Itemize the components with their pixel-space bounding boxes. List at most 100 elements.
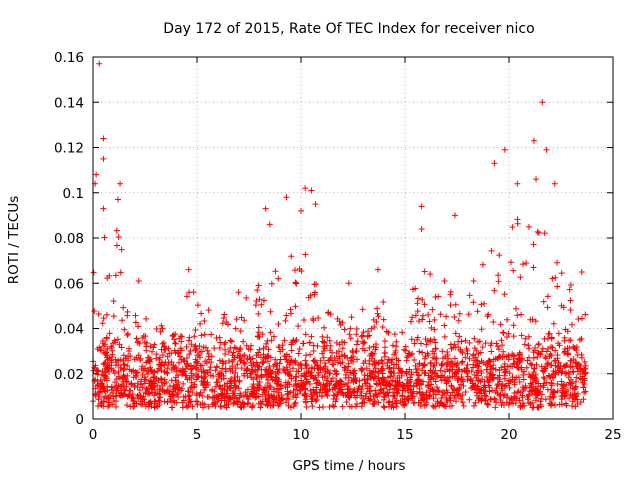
data-point (380, 385, 387, 392)
data-point (394, 380, 401, 387)
data-point (194, 374, 201, 381)
data-point (297, 382, 304, 389)
data-point (498, 364, 505, 371)
data-point (350, 378, 357, 385)
data-point (119, 392, 126, 399)
data-point (393, 343, 400, 350)
data-point (108, 343, 115, 350)
data-point (360, 340, 367, 347)
data-point (530, 241, 537, 248)
data-point (416, 348, 423, 355)
data-point (192, 327, 199, 334)
data-point (263, 366, 270, 373)
data-point (578, 268, 585, 275)
x-axis-label: GPS time / hours (292, 458, 405, 474)
data-point (156, 397, 163, 404)
data-point (252, 302, 259, 309)
data-point (192, 356, 199, 363)
data-point (386, 398, 393, 405)
data-point (110, 367, 117, 374)
data-point (324, 387, 331, 394)
data-point (391, 385, 398, 392)
data-point (423, 399, 430, 406)
data-point (200, 375, 207, 382)
data-point (554, 355, 561, 362)
data-point (227, 344, 234, 351)
data-point (254, 287, 261, 294)
data-point (390, 365, 397, 372)
data-point (501, 383, 508, 390)
data-point (255, 310, 262, 317)
data-point (315, 315, 322, 322)
data-point (468, 368, 475, 375)
data-point (286, 361, 293, 368)
data-point (381, 394, 388, 401)
data-point (407, 376, 414, 383)
data-point (530, 349, 537, 356)
data-point (554, 283, 561, 290)
data-point (443, 313, 450, 320)
data-point (240, 393, 247, 400)
data-point (441, 322, 448, 329)
data-point (333, 339, 340, 346)
data-point (127, 352, 134, 359)
data-point (509, 400, 516, 407)
data-point (336, 385, 343, 392)
data-point (544, 361, 551, 368)
data-point (466, 396, 473, 403)
data-point (570, 369, 577, 376)
data-point (556, 367, 563, 374)
data-point (198, 332, 205, 339)
data-point (336, 355, 343, 362)
data-point (148, 379, 155, 386)
data-point (97, 347, 104, 354)
data-point (495, 278, 502, 285)
data-point (277, 356, 284, 363)
data-point (172, 340, 179, 347)
data-point (292, 279, 299, 286)
data-point (360, 395, 367, 402)
data-point (379, 323, 386, 330)
data-point (341, 326, 348, 333)
data-point (257, 399, 264, 406)
data-point (503, 333, 510, 340)
data-point (302, 390, 309, 397)
data-point (375, 399, 382, 406)
data-point (525, 392, 532, 399)
data-point (522, 385, 529, 392)
data-point (421, 355, 428, 362)
data-point (580, 384, 587, 391)
data-point (94, 371, 101, 378)
data-point (102, 393, 109, 400)
data-point (535, 383, 542, 390)
data-point (546, 393, 553, 400)
y-tick-label: 0.1 (63, 186, 84, 202)
data-point (346, 331, 353, 338)
data-point (348, 314, 355, 321)
data-point (559, 389, 566, 396)
data-point (395, 357, 402, 364)
data-point (543, 379, 550, 386)
data-point (366, 388, 373, 395)
data-point (110, 298, 117, 305)
data-point (503, 368, 510, 375)
data-point (541, 230, 548, 237)
data-point (476, 360, 483, 367)
y-tick-label: 0.08 (54, 231, 84, 247)
data-point (308, 333, 315, 340)
data-point (446, 367, 453, 374)
data-point (538, 391, 545, 398)
data-point (112, 403, 119, 410)
data-point (548, 401, 555, 408)
data-point (212, 367, 219, 374)
data-point (380, 403, 387, 410)
data-point (380, 316, 387, 323)
data-point (564, 362, 571, 369)
data-point (366, 383, 373, 390)
data-point (204, 347, 211, 354)
data-point (324, 366, 331, 373)
data-point (375, 368, 382, 375)
data-point (172, 377, 179, 384)
data-point (544, 345, 551, 352)
